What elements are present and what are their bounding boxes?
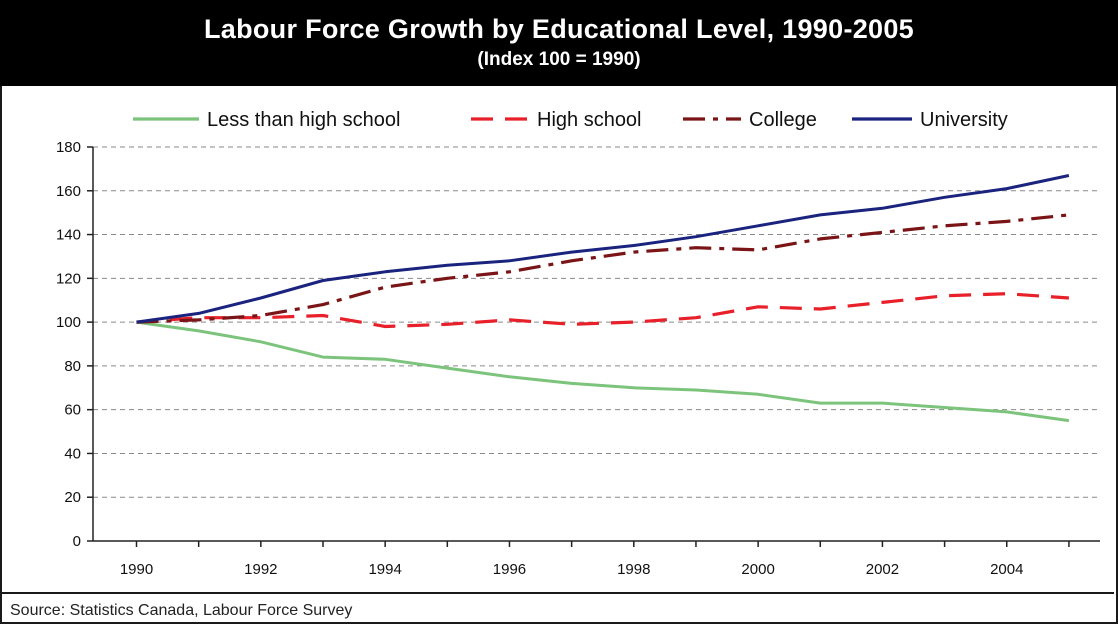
series-line-high-school [136, 292, 1070, 329]
y-tick-label: 20 [64, 489, 81, 506]
y-tick-label: 100 [56, 314, 81, 331]
x-tick-label: 2004 [990, 561, 1023, 578]
y-tick-label: 140 [56, 227, 81, 244]
x-tick-label: 1994 [368, 561, 401, 578]
legend-label: Less than high school [207, 109, 400, 131]
chart-title: Labour Force Growth by Educational Level… [203, 14, 914, 44]
chart-subtitle: (Index 100 = 1990) [477, 49, 641, 70]
y-tick-label: 80 [64, 358, 81, 375]
y-tick-label: 0 [73, 533, 81, 550]
y-tick-label: 160 [56, 183, 81, 200]
source-footer: Source: Statistics Canada, Labour Force … [0, 592, 1114, 626]
x-tick-label: 1992 [244, 561, 277, 578]
series-line-college [136, 213, 1070, 324]
x-tick-label: 2000 [741, 561, 774, 578]
x-tick-label: 1996 [493, 561, 526, 578]
legend-label: College [749, 109, 817, 131]
y-tick-label: 180 [56, 139, 81, 156]
line-chart: 0 20 40 60 80 100 120 140 160 180 1990 1992 1994 1996… [56, 109, 1100, 578]
source-note: Source: Statistics Canada, Labour Force … [10, 602, 353, 619]
title-bar: Labour Force Growth by Educational Level… [0, 0, 1118, 86]
y-tick-label: 40 [64, 445, 81, 462]
x-tick-label: 2002 [866, 561, 899, 578]
y-tick-label: 60 [64, 402, 81, 419]
y-tick-label: 120 [56, 270, 81, 287]
series-line-university [136, 174, 1070, 324]
series-line-less-than-high-school [136, 320, 1070, 423]
legend-label: University [920, 109, 1008, 131]
legend-label: High school [537, 109, 642, 131]
x-tick-label: 1998 [617, 561, 650, 578]
x-tick-label: 1990 [120, 561, 153, 578]
